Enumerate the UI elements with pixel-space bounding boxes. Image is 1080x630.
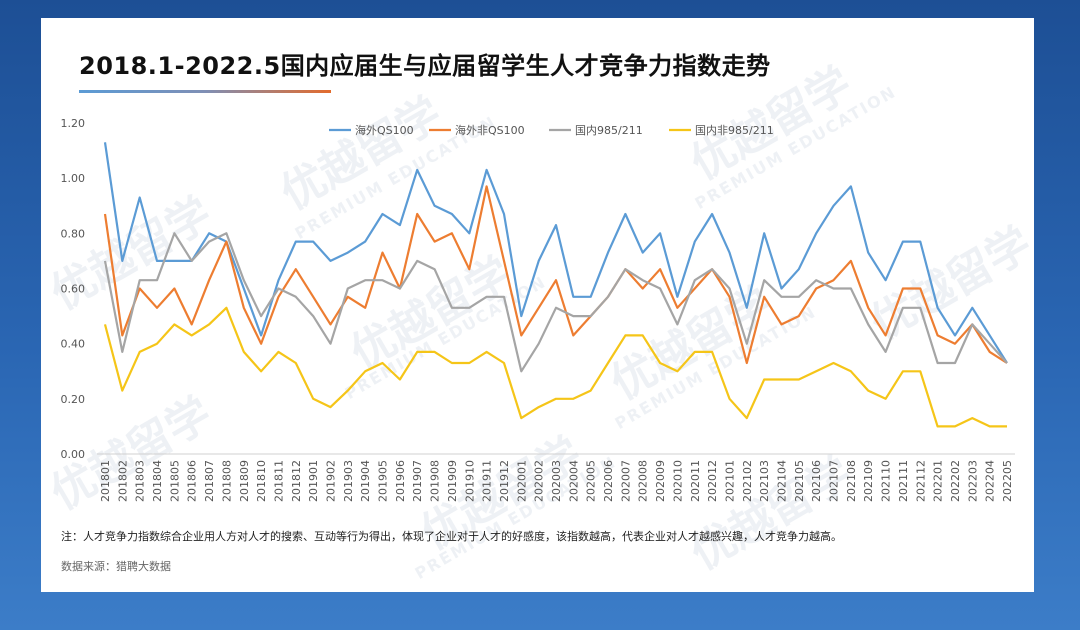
x-tick-label: 202101: [723, 460, 736, 502]
x-tick-label: 201803: [134, 460, 147, 502]
x-tick-label: 201909: [446, 460, 459, 502]
x-tick-label: 202002: [533, 460, 546, 502]
y-tick-label: 0.40: [61, 338, 86, 351]
x-tick-label: 201810: [255, 460, 268, 502]
x-tick-label: 202010: [671, 460, 684, 502]
x-tick-label: 201908: [429, 460, 442, 502]
series-lines: [103, 142, 1008, 428]
y-tick-label: 0.80: [61, 227, 86, 240]
x-tick-label: 201903: [342, 460, 355, 502]
x-tick-label: 202104: [776, 460, 789, 502]
x-tick-label: 201905: [377, 460, 390, 502]
x-tick-label: 201902: [325, 460, 338, 502]
x-tick-label: 201802: [116, 460, 129, 502]
title-underline: [79, 90, 331, 93]
y-tick-label: 1.00: [61, 172, 86, 185]
series-line: [103, 185, 1008, 365]
y-tick-label: 0.20: [61, 393, 86, 406]
chart-note: 注：人才竞争力指数综合企业用人方对人才的搜索、互动等行为得出，体现了企业对于人才…: [61, 530, 842, 543]
x-tick-label: 202105: [793, 460, 806, 502]
x-tick-label: 202008: [637, 460, 650, 502]
data-source: 数据来源：猎聘大数据: [61, 560, 171, 573]
series-line: [103, 142, 1008, 364]
x-tick-label: 201812: [290, 460, 303, 502]
x-tick-label: 201806: [186, 460, 199, 502]
x-tick-label: 201911: [481, 460, 494, 502]
x-tick-label: 202112: [914, 460, 927, 502]
x-tick-label: 202001: [515, 460, 528, 502]
x-tick-label: 201904: [359, 460, 372, 502]
x-tick-label: 201801: [99, 460, 112, 502]
x-tick-label: 201809: [238, 460, 251, 502]
legend-label: 海外QS100: [355, 123, 414, 137]
y-tick-label: 0.00: [61, 448, 86, 461]
x-tick-label: 202203: [966, 460, 979, 502]
x-tick-label: 202106: [810, 460, 823, 502]
line-chart: 0.000.200.400.600.801.001.20 201801 20180…: [61, 117, 1015, 502]
legend-label: 海外非QS100: [455, 123, 525, 137]
chart-title: 2018.1-2022.5国内应届生与应届留学生人才竞争力指数走势: [79, 52, 771, 80]
x-tick-label: 202102: [741, 460, 754, 502]
x-tick-label: 201912: [498, 460, 511, 502]
x-tick-label: 202110: [880, 460, 893, 502]
series-line: [103, 306, 1007, 428]
x-tick-label: 201901: [307, 460, 320, 502]
x-tick-label: 202006: [602, 460, 615, 502]
x-tick-label: 202012: [706, 460, 719, 502]
x-tick-label: 202003: [550, 460, 563, 502]
x-tick-label: 202005: [585, 460, 598, 502]
x-tick-label: 201807: [203, 460, 216, 502]
legend: 海外QS100 海外非QS100 国内985/211 国内非985/211: [329, 123, 774, 137]
x-tick-label: 202205: [1001, 460, 1014, 502]
legend-label: 国内非985/211: [695, 123, 774, 137]
x-tick-label: 201805: [168, 460, 181, 502]
x-tick-label: 202004: [567, 460, 580, 502]
x-tick-label: 201808: [220, 460, 233, 502]
y-tick-label: 1.20: [61, 117, 86, 130]
chart-card: 优越留学 PREMIUM EDUCATION 优越留学 PREMIUM EDUC…: [41, 18, 1040, 592]
x-tick-label: 202204: [984, 460, 997, 502]
x-tick-label: 202201: [932, 460, 945, 502]
x-tick-label: 202107: [828, 460, 841, 502]
x-axis: 201801 201802 201803 201804 201805 201806 2018…: [97, 453, 1015, 502]
x-tick-label: 201910: [463, 460, 476, 502]
y-tick-label: 0.60: [61, 283, 86, 296]
x-tick-label: 201804: [151, 460, 164, 502]
x-tick-label: 201811: [272, 460, 285, 502]
x-tick-label: 202111: [897, 460, 910, 502]
series-line: [103, 232, 1008, 373]
x-tick-label: 202009: [654, 460, 667, 502]
x-tick-label: 202103: [758, 460, 771, 502]
x-tick-label: 201906: [394, 460, 407, 502]
x-tick-label: 202108: [845, 460, 858, 502]
y-axis: 0.00 0.20 0.40 0.60 0.80 1.00 1.20: [61, 117, 86, 461]
x-tick-label: 202007: [619, 460, 632, 502]
x-tick-label: 201907: [411, 460, 424, 502]
legend-label: 国内985/211: [575, 123, 643, 137]
x-tick-label: 202109: [862, 460, 875, 502]
x-tick-label: 202011: [689, 460, 702, 502]
x-tick-label: 202202: [949, 460, 962, 502]
